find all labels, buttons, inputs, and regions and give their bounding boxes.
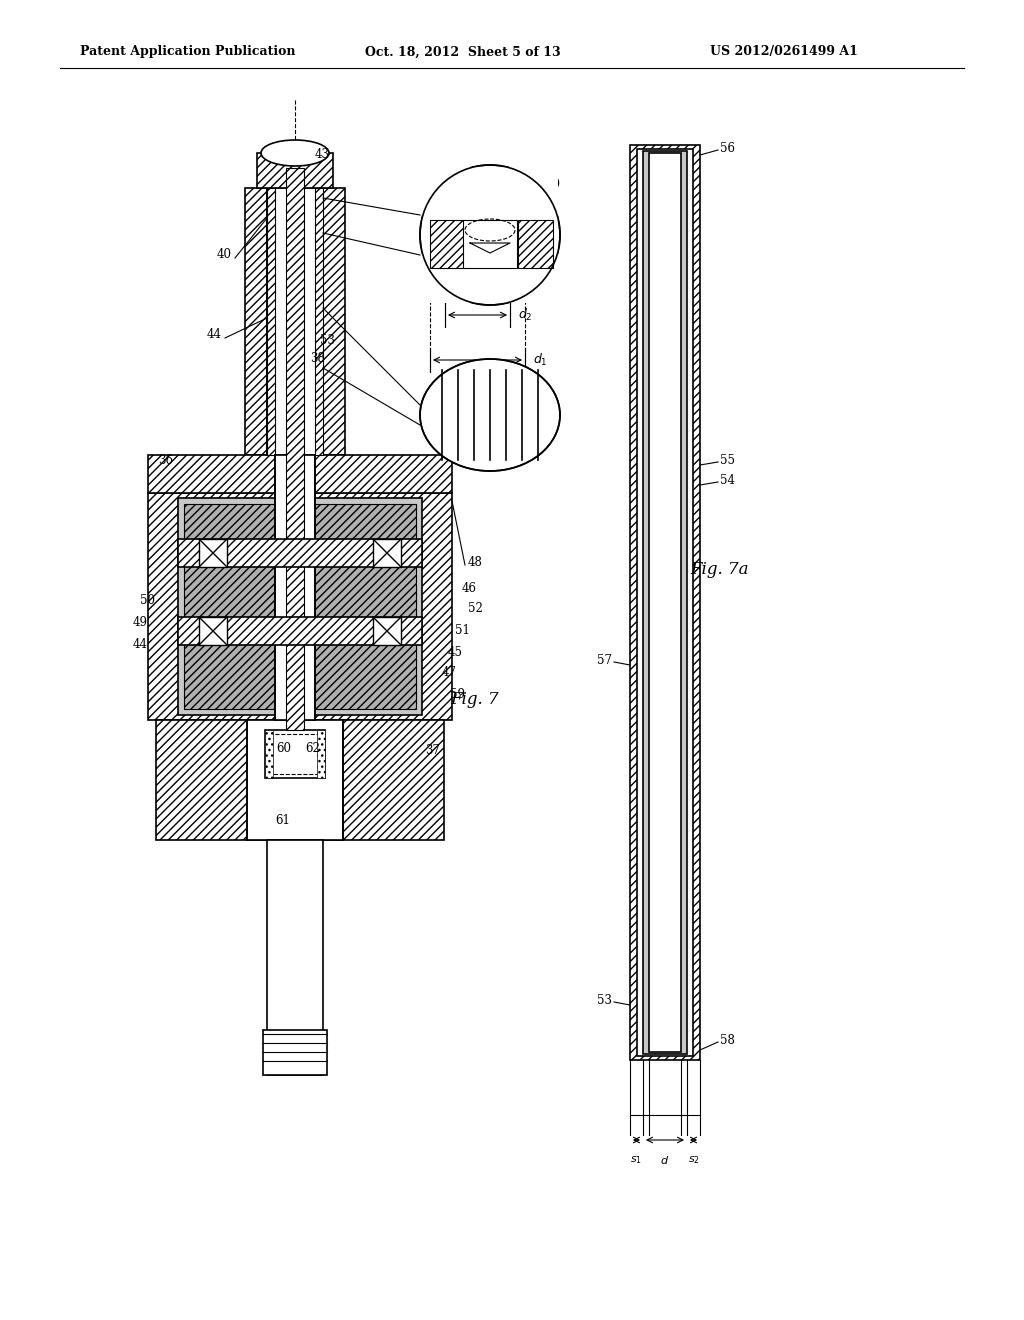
Text: Patent Application Publication: Patent Application Publication — [80, 45, 296, 58]
Text: 53: 53 — [319, 334, 335, 346]
Bar — [148, 492, 452, 719]
Text: 51: 51 — [455, 623, 470, 636]
Bar — [178, 539, 422, 568]
Bar — [518, 220, 553, 268]
Bar — [373, 539, 401, 568]
Ellipse shape — [420, 359, 560, 471]
Text: 39: 39 — [545, 178, 560, 191]
Bar — [643, 150, 687, 1053]
Text: 60: 60 — [276, 742, 292, 755]
Bar — [265, 730, 325, 777]
Bar — [637, 149, 693, 1056]
Bar — [267, 840, 323, 1074]
Bar — [630, 145, 700, 1060]
Text: US 2012/0261499 A1: US 2012/0261499 A1 — [710, 45, 858, 58]
Text: 46: 46 — [462, 582, 477, 594]
Bar — [263, 1030, 327, 1074]
Text: 38: 38 — [310, 351, 325, 364]
Text: 57: 57 — [597, 653, 612, 667]
Text: $s_2$: $s_2$ — [687, 1154, 699, 1166]
Text: 44: 44 — [207, 329, 222, 342]
Text: 59: 59 — [450, 689, 465, 701]
Text: 52: 52 — [468, 602, 483, 615]
Bar — [178, 498, 422, 715]
Text: 58: 58 — [720, 1034, 735, 1047]
Ellipse shape — [420, 165, 560, 305]
Text: 49: 49 — [133, 615, 148, 628]
Text: $d$: $d$ — [660, 1154, 670, 1166]
Text: Fig. 7a: Fig. 7a — [690, 561, 749, 578]
Bar — [184, 504, 416, 709]
Bar — [156, 719, 444, 840]
Ellipse shape — [261, 140, 329, 166]
Bar — [247, 719, 343, 840]
Text: 43: 43 — [315, 149, 330, 161]
Text: $d_1$: $d_1$ — [534, 352, 548, 368]
Bar — [267, 187, 275, 455]
Bar — [323, 187, 345, 455]
Bar — [430, 220, 465, 268]
Bar — [269, 734, 321, 774]
Text: 40: 40 — [217, 248, 232, 261]
Text: 55: 55 — [720, 454, 735, 466]
Bar — [199, 616, 227, 645]
Bar — [265, 730, 273, 777]
Bar — [373, 616, 401, 645]
Text: 61: 61 — [275, 813, 290, 826]
Text: 41: 41 — [515, 219, 529, 231]
Polygon shape — [470, 243, 510, 253]
Text: 47: 47 — [442, 665, 457, 678]
Bar — [286, 168, 304, 730]
Bar — [649, 153, 681, 1052]
Text: Fig. 7: Fig. 7 — [450, 692, 499, 709]
Text: 42: 42 — [510, 202, 525, 214]
Text: Oct. 18, 2012  Sheet 5 of 13: Oct. 18, 2012 Sheet 5 of 13 — [365, 45, 560, 58]
Bar — [178, 616, 422, 645]
Bar — [257, 153, 333, 187]
Text: 36: 36 — [158, 454, 173, 466]
Text: 53: 53 — [597, 994, 612, 1006]
Bar — [148, 455, 452, 492]
Text: 44: 44 — [133, 639, 148, 652]
Text: 48: 48 — [468, 556, 483, 569]
Text: 56: 56 — [720, 141, 735, 154]
Text: 54: 54 — [720, 474, 735, 487]
Bar — [317, 730, 325, 777]
Text: $s_1$: $s_1$ — [631, 1154, 642, 1166]
Bar — [267, 187, 323, 455]
Text: 45: 45 — [449, 645, 463, 659]
Bar — [275, 455, 315, 719]
Bar — [315, 187, 323, 455]
Bar — [199, 539, 227, 568]
Text: $d_2$: $d_2$ — [518, 308, 532, 323]
Text: 62: 62 — [305, 742, 319, 755]
Bar — [422, 168, 558, 304]
Text: 37: 37 — [425, 743, 440, 756]
Text: 50: 50 — [140, 594, 155, 606]
Bar — [245, 187, 267, 455]
Bar — [463, 220, 517, 268]
